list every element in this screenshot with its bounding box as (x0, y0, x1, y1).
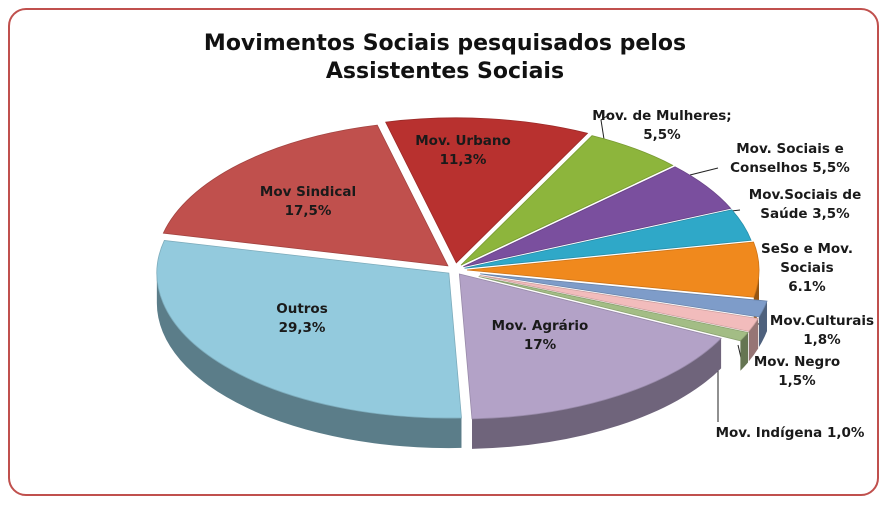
data-label: SeSo e Mov. Sociais 6.1% (752, 240, 862, 297)
label-value: 1,0% (826, 425, 865, 441)
slice (458, 273, 722, 420)
data-label: Mov. Indígena 1,0% (705, 424, 875, 443)
label-value: 1,8% (803, 332, 841, 348)
data-label: Mov. de Mulheres; 5,5% (592, 107, 732, 145)
label-value: 1,5% (778, 373, 816, 389)
slice (466, 241, 760, 298)
chart-frame (8, 8, 879, 496)
data-label: Mov.Culturais 1,8% (762, 312, 882, 350)
label-value: 17% (523, 337, 557, 353)
slice (464, 209, 752, 269)
slice (478, 276, 749, 342)
slice-side (156, 273, 462, 449)
label-value: 5,5% (643, 127, 681, 143)
chart-title: Movimentos Sociais pesquisados pelos Ass… (203, 31, 687, 84)
label-name: Mov Sindical (259, 184, 357, 200)
label-name: Mov. de Mulheres; (592, 108, 732, 124)
label-value: 11,3% (439, 152, 487, 168)
data-label: Mov. Urbano 11,3% (398, 132, 528, 170)
slice-side (758, 301, 768, 347)
label-name: Mov. Negro (753, 354, 841, 370)
data-label: Outros 29,3% (242, 300, 362, 338)
slice-side (472, 338, 722, 449)
slice (156, 240, 462, 419)
label-value: 17,5% (284, 203, 332, 219)
label-name: SeSo e Mov. Sociais (761, 241, 853, 276)
label-name: Mov.Sociais de Saúde (748, 187, 862, 222)
slice-side (740, 332, 748, 371)
label-name: Mov. Indígena (715, 425, 823, 441)
slice-side (748, 318, 759, 362)
label-value: 3,5% (812, 206, 850, 222)
label-value: 6.1% (788, 279, 826, 295)
data-label: Mov Sindical 17,5% (243, 183, 373, 221)
data-label: Mov. Negro 1,5% (747, 353, 847, 391)
label-name: Mov. Agrário (491, 318, 589, 334)
slice-tops (156, 117, 768, 420)
data-label: Mov. Agrário 17% (470, 317, 610, 355)
data-label: Mov.Sociais de Saúde 3,5% (738, 186, 873, 224)
slice (162, 124, 449, 267)
label-value: 29,3% (278, 320, 326, 336)
leader-line (689, 167, 719, 176)
slice (463, 166, 732, 268)
label-name: Mov.Culturais (769, 313, 875, 329)
slice (460, 135, 674, 266)
data-label: Mov. Sociais e Conselhos 5,5% (715, 140, 865, 178)
label-name: Mov. Sociais e Conselhos (730, 141, 844, 176)
label-name: Outros (276, 301, 328, 317)
label-value: 5,5% (812, 160, 850, 176)
slice (480, 273, 768, 318)
slice (479, 274, 759, 332)
label-name: Mov. Urbano (415, 133, 511, 149)
slice (385, 117, 589, 264)
